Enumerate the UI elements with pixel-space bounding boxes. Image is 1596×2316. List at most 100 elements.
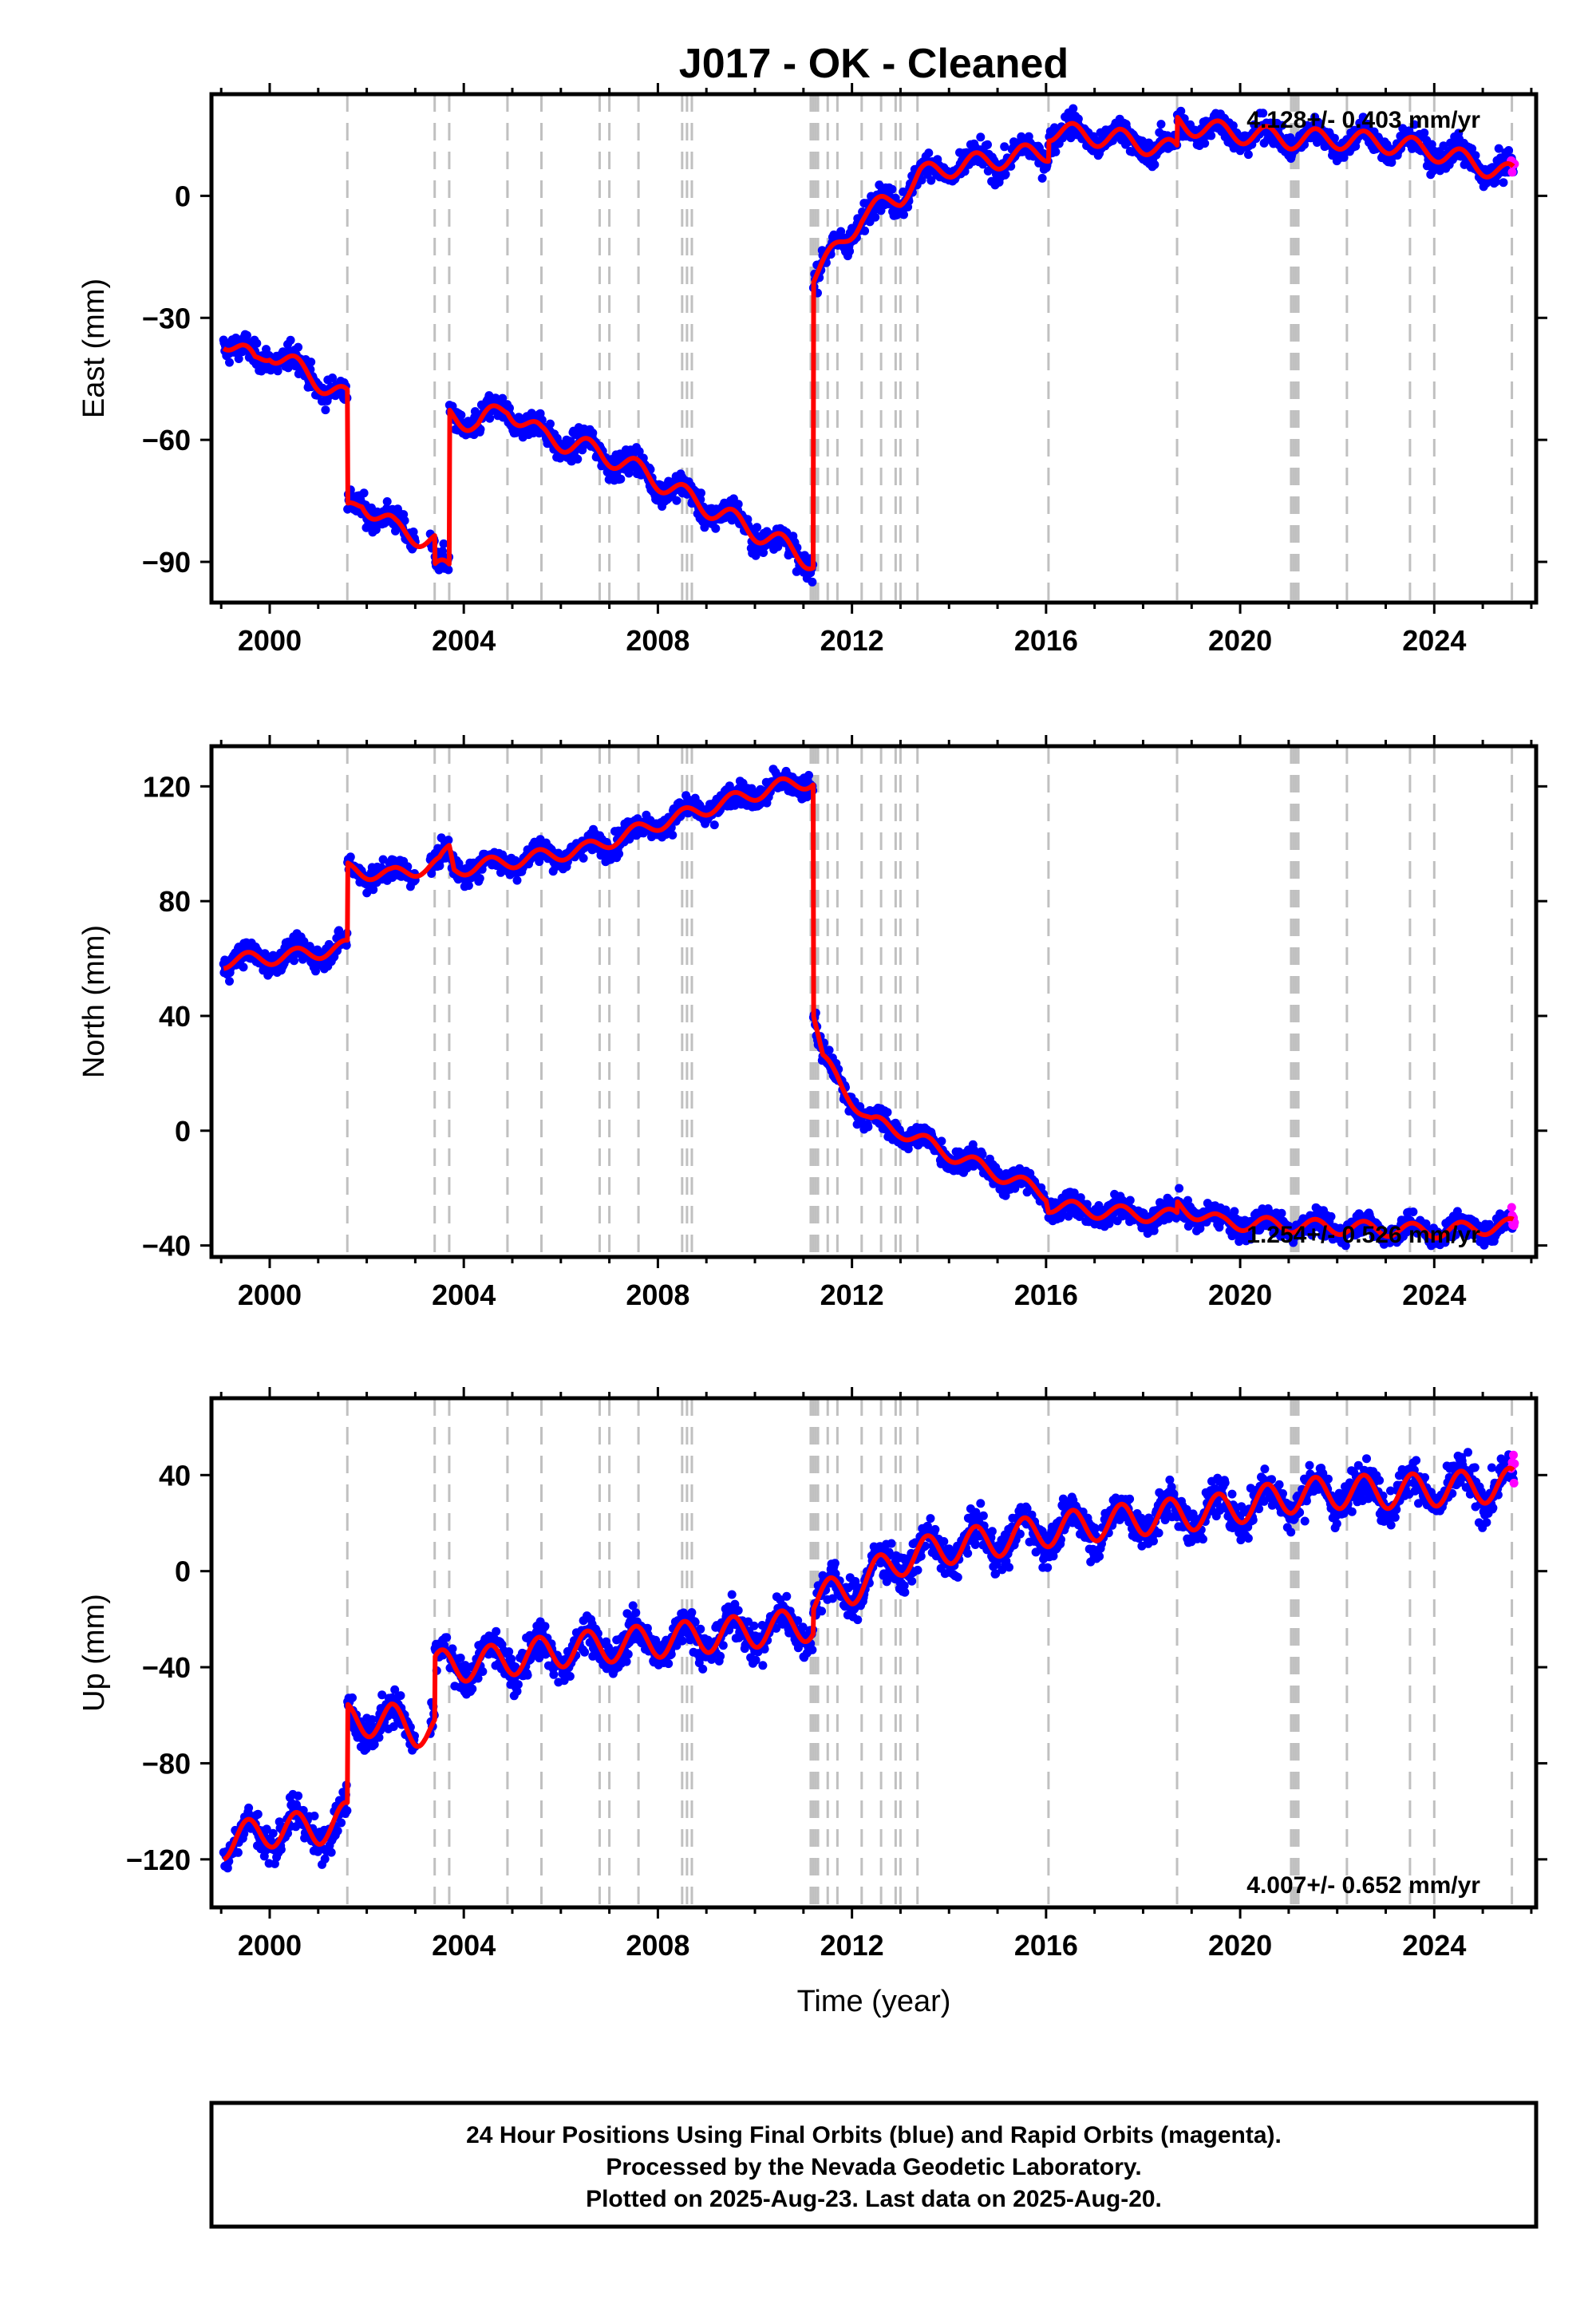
data-point	[924, 148, 934, 158]
y-tick-label: −40	[142, 1230, 191, 1263]
x-tick-label: 2000	[238, 1279, 302, 1311]
data-point	[899, 210, 908, 219]
y-tick-label: 120	[143, 770, 191, 803]
x-tick-label: 2008	[626, 624, 689, 657]
data-point	[290, 956, 298, 966]
data-point	[887, 184, 897, 194]
data-point	[456, 410, 466, 420]
data-point	[233, 1848, 243, 1857]
data-point	[579, 853, 588, 863]
plot-area	[219, 746, 1519, 1257]
y-tick-label: −90	[142, 546, 191, 579]
data-point	[348, 1693, 357, 1702]
data-point	[883, 1108, 892, 1117]
data-point	[1125, 1196, 1135, 1205]
plot-area	[219, 94, 1519, 603]
x-tick-label: 2000	[238, 624, 302, 657]
data-point	[1207, 131, 1216, 140]
data-point	[1499, 178, 1508, 188]
plot-area	[219, 1398, 1519, 1907]
data-point	[634, 447, 644, 456]
plot-title: J017 - OK - Cleaned	[679, 41, 1069, 87]
data-point	[444, 565, 453, 575]
data-point	[359, 488, 369, 498]
model-line	[221, 776, 1515, 1241]
data-point	[1069, 104, 1078, 113]
data-point	[242, 330, 251, 340]
x-tick-label: 2024	[1402, 624, 1466, 657]
final-orbit-points	[219, 765, 1518, 1251]
data-point	[475, 874, 484, 883]
x-tick-label: 2016	[1014, 624, 1078, 657]
data-point	[697, 488, 705, 498]
x-tick-label: 2004	[432, 624, 496, 657]
data-point	[1504, 146, 1514, 155]
data-point	[546, 419, 555, 429]
data-point	[400, 516, 409, 525]
panel-frame	[209, 92, 1539, 605]
x-tick-label: 2016	[1014, 1279, 1078, 1311]
x-tick-label: 2012	[820, 624, 884, 657]
panels: 2000 2004 2008 2012 2016 2020 2024−90−60−300Ea…	[77, 83, 1547, 1962]
final-orbit-points	[219, 1448, 1518, 1873]
rate-annotation: 1.254+/- 0.526 mm/yr	[1246, 1222, 1480, 1248]
y-tick-label: 0	[175, 180, 191, 212]
data-point	[808, 577, 817, 587]
data-point	[616, 474, 626, 484]
data-point	[286, 335, 295, 345]
data-point	[573, 454, 583, 464]
panel-frame	[209, 744, 1539, 1259]
data-point	[976, 132, 986, 142]
data-point	[294, 342, 303, 352]
data-point	[505, 403, 514, 413]
panel-up: 2000 2004 2008 2012 2016 2020 2024−120−80−4004…	[77, 1387, 1547, 1962]
data-point	[276, 1845, 286, 1854]
y-tick-label: −30	[142, 302, 191, 334]
y-tick-label: 80	[159, 885, 191, 918]
data-point	[371, 525, 381, 535]
data-point	[328, 373, 338, 382]
data-point	[733, 500, 743, 509]
data-point	[306, 358, 316, 367]
data-point	[709, 820, 719, 830]
data-point	[439, 539, 448, 548]
y-tick-label: 40	[159, 1000, 191, 1033]
data-point	[464, 881, 473, 891]
rapid-point	[1507, 168, 1517, 177]
rate-annotation: 4.128+/- 0.403 mm/yr	[1246, 107, 1480, 133]
data-point	[899, 187, 908, 196]
data-point	[382, 497, 392, 506]
data-point	[845, 247, 855, 256]
data-point	[320, 1854, 330, 1863]
data-point	[326, 1848, 336, 1857]
data-point	[926, 176, 936, 185]
rapid-point	[1507, 1203, 1516, 1212]
model-line	[221, 115, 1515, 571]
data-point	[614, 849, 624, 859]
data-point	[333, 1826, 342, 1836]
data-point	[860, 226, 870, 235]
data-point	[346, 852, 355, 862]
y-axis-label: North (mm)	[77, 925, 111, 1078]
data-point	[753, 523, 762, 532]
data-point	[1243, 150, 1253, 160]
x-tick-label: 2020	[1208, 1279, 1272, 1311]
data-point	[624, 468, 634, 478]
data-point	[1277, 1208, 1286, 1218]
data-point	[1156, 120, 1166, 129]
data-point	[836, 227, 846, 236]
data-point	[225, 358, 234, 367]
data-point	[252, 338, 262, 348]
data-point	[396, 1691, 405, 1701]
data-point	[1408, 1207, 1418, 1216]
x-tick-label: 2008	[626, 1279, 689, 1311]
data-point	[268, 1828, 278, 1838]
x-tick-label: 2020	[1208, 624, 1272, 657]
data-point	[342, 1806, 352, 1816]
x-tick-label: 2012	[820, 1279, 884, 1311]
data-point	[1001, 169, 1010, 179]
data-point	[983, 140, 992, 149]
data-point	[294, 1791, 303, 1800]
panel-north: 2000 2004 2008 2012 2016 2020 2024−4004080120N…	[77, 735, 1547, 1311]
data-point	[253, 1809, 263, 1819]
